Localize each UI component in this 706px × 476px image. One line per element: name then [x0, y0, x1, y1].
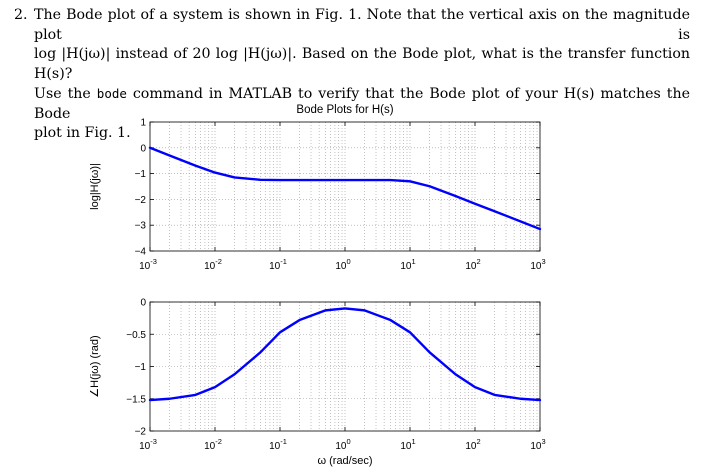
y-tick-label: −1 [135, 362, 147, 373]
x-tick-label: 101 [400, 437, 415, 452]
y-tick-label: −1 [135, 169, 147, 180]
problem-number: 2. [14, 7, 28, 23]
x-tick-label: 100 [335, 257, 350, 272]
x-tick-label: 102 [465, 437, 480, 452]
bode-panel-1: Bode Plots for H(s) 10-3 10-2 10-1 100 101 102… [89, 104, 546, 272]
y-tick-label: −0.5 [126, 330, 146, 341]
x-tick-label: 10-2 [204, 437, 222, 452]
y-tick-label: 0 [140, 143, 146, 154]
bode-panel-2: 10-3 10-2 10-1 100 101 102 103 0 −0.5 −1 −1.5 −2 ∠H(… [89, 298, 546, 468]
problem-line-1: The Bode plot of a system is shown in Fi… [34, 6, 690, 45]
x-tick-label: 10-1 [269, 257, 287, 272]
y-tick-label: −2 [135, 427, 147, 438]
x-tick-label: 100 [335, 437, 350, 452]
series-line-1 [148, 307, 542, 402]
y-tick-label: −4 [135, 247, 147, 258]
y-tick-label: 1 [140, 118, 146, 129]
chart-title: Bode Plots for H(s) [296, 104, 393, 116]
y-tick-label: 0 [140, 298, 146, 309]
problem-line-3-text-a: Use the [34, 86, 97, 102]
x-tick-label: 10-3 [139, 437, 157, 452]
x-tick-label: 103 [530, 437, 545, 452]
x-tick-label: 10-3 [139, 257, 157, 272]
grid-lines [150, 122, 540, 251]
problem-line-4: plot in Fig. 1. [34, 124, 690, 144]
x-tick-label: 10-2 [204, 257, 222, 272]
series-line-1 [148, 146, 542, 231]
x-tick-label: 101 [400, 257, 415, 272]
problem-line-1-text: The Bode plot of a system is shown in Fi… [34, 7, 690, 43]
x-tick-label: 102 [465, 257, 480, 272]
problem-line-2: log |H(jω)| instead of 20 log |H(jω)|. B… [34, 45, 690, 84]
y-axis-label: log|H(jω)| [89, 163, 101, 210]
x-tick-label: 10-1 [269, 437, 287, 452]
axes-box [149, 121, 541, 252]
y-axis-label: ∠H(jω) (rad) [89, 335, 101, 397]
y-tick-label: −1.5 [126, 394, 146, 405]
y-tick-label: −3 [135, 221, 147, 232]
y-tick-label: −2 [135, 195, 147, 206]
problem-line-3: Use the bode command in MATLAB to verify… [34, 84, 690, 124]
bode-command: bode [96, 86, 127, 101]
problem-line-3-text-b: command in MATLAB to verify that the Bod… [34, 86, 690, 122]
problem-line-2-text: log |H(jω)| instead of 20 log |H(jω)|. B… [34, 46, 690, 82]
x-tick-label: 103 [530, 257, 545, 272]
problem-line-4-text: plot in Fig. 1. [34, 125, 131, 141]
problem-body: The Bode plot of a system is shown in Fi… [34, 6, 690, 144]
x-axis-label: ω (rad/sec) [317, 455, 372, 467]
grid-lines [150, 302, 540, 431]
